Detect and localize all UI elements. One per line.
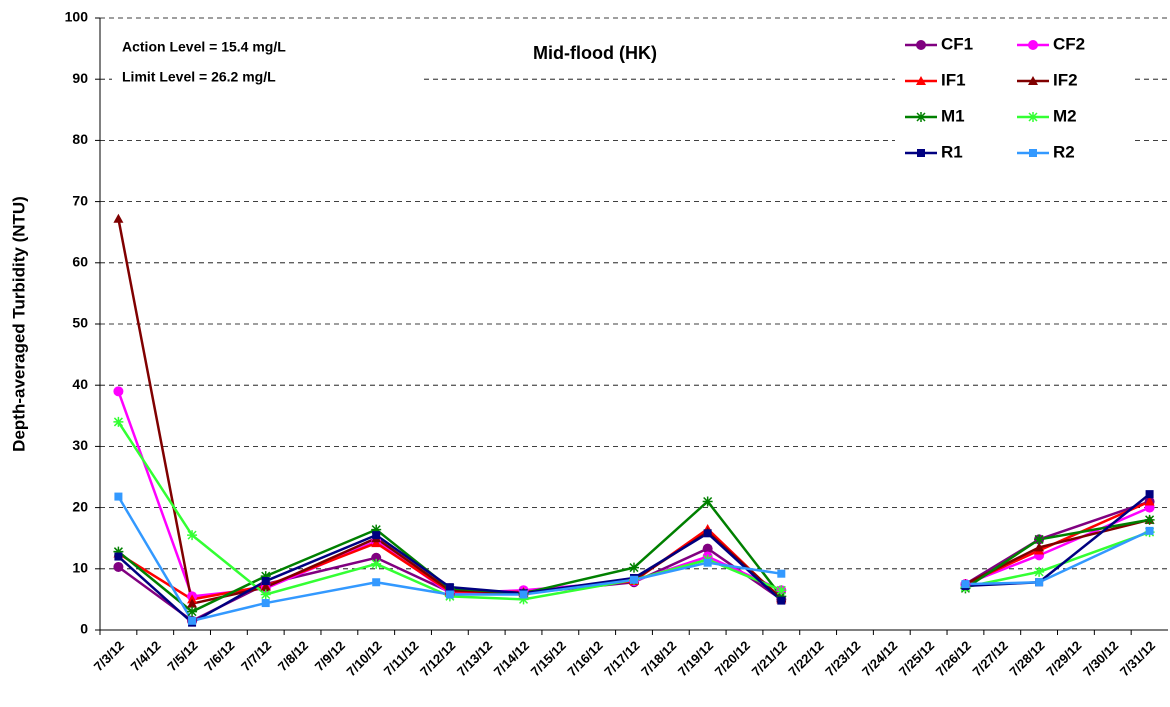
- legend-marker: [1029, 149, 1037, 157]
- marker: [187, 530, 198, 541]
- marker: [371, 552, 382, 563]
- marker: [188, 616, 197, 625]
- y-tick-label: 0: [80, 621, 88, 637]
- marker: [629, 562, 639, 573]
- marker: [1145, 526, 1154, 535]
- legend-marker: [916, 76, 926, 85]
- marker: [776, 585, 787, 596]
- marker: [445, 590, 454, 599]
- marker: [777, 569, 786, 578]
- marker: [260, 571, 271, 582]
- marker: [372, 531, 381, 540]
- marker: [260, 589, 271, 600]
- y-tick-label: 20: [72, 498, 88, 514]
- marker: [703, 529, 712, 538]
- y-tick-label: 40: [72, 376, 88, 392]
- y-tick-label: 100: [65, 9, 89, 25]
- marker: [1034, 534, 1045, 545]
- marker: [371, 524, 382, 535]
- y-tick-label: 90: [72, 70, 88, 86]
- y-axis-label: Depth-averaged Turbidity (NTU): [9, 196, 28, 452]
- marker: [703, 558, 712, 567]
- legend-label: M2: [1053, 106, 1077, 125]
- annotation-box: [112, 28, 422, 96]
- legend-label: R1: [941, 142, 963, 161]
- marker: [518, 594, 529, 605]
- marker: [702, 496, 713, 507]
- y-tick-label: 30: [72, 437, 88, 453]
- marker: [113, 546, 124, 557]
- legend-marker: [1028, 112, 1038, 122]
- marker: [1144, 496, 1155, 506]
- marker: [519, 590, 528, 599]
- marker: [113, 386, 124, 397]
- y-tick-label: 70: [72, 192, 88, 208]
- marker: [777, 596, 786, 605]
- annotation: Limit Level = 26.2 mg/L: [122, 69, 276, 85]
- marker: [113, 561, 124, 572]
- marker: [776, 591, 787, 602]
- legend-label: IF1: [941, 70, 966, 89]
- marker: [261, 577, 270, 586]
- marker: [1144, 514, 1155, 525]
- marker: [113, 416, 124, 427]
- legend-marker: [916, 40, 926, 50]
- marker: [187, 598, 198, 608]
- legend-label: IF2: [1053, 70, 1078, 89]
- legend-box: [895, 26, 1135, 174]
- marker: [371, 538, 382, 548]
- marker: [371, 558, 382, 569]
- legend-marker: [1028, 40, 1038, 50]
- legend-label: CF1: [941, 34, 973, 53]
- marker: [702, 543, 713, 554]
- legend-marker: [1028, 76, 1038, 85]
- marker: [260, 582, 271, 592]
- marker: [1034, 566, 1045, 577]
- marker: [630, 575, 638, 584]
- legend-label: M1: [941, 106, 965, 125]
- marker: [1035, 578, 1044, 587]
- marker: [113, 213, 124, 223]
- marker: [372, 578, 381, 587]
- chart-title: Mid-flood (HK): [533, 43, 657, 63]
- marker: [1145, 490, 1154, 499]
- y-tick-label: 50: [72, 315, 88, 331]
- y-tick-label: 60: [72, 254, 88, 270]
- marker: [187, 606, 198, 617]
- marker: [961, 580, 970, 589]
- marker: [114, 552, 123, 561]
- marker: [114, 492, 123, 501]
- legend-marker: [917, 149, 925, 157]
- marker: [261, 599, 270, 608]
- legend-marker: [916, 112, 926, 122]
- y-tick-label: 10: [72, 560, 88, 576]
- y-tick-label: 80: [72, 131, 88, 147]
- legend-label: R2: [1053, 142, 1075, 161]
- marker: [445, 583, 454, 592]
- marker: [1034, 542, 1045, 552]
- annotation: Action Level = 15.4 mg/L: [122, 39, 286, 55]
- plot: CF1 CF2 IF1 IF2 M1 M2 R1 R2: [113, 34, 1155, 627]
- legend-label: CF2: [1053, 34, 1085, 53]
